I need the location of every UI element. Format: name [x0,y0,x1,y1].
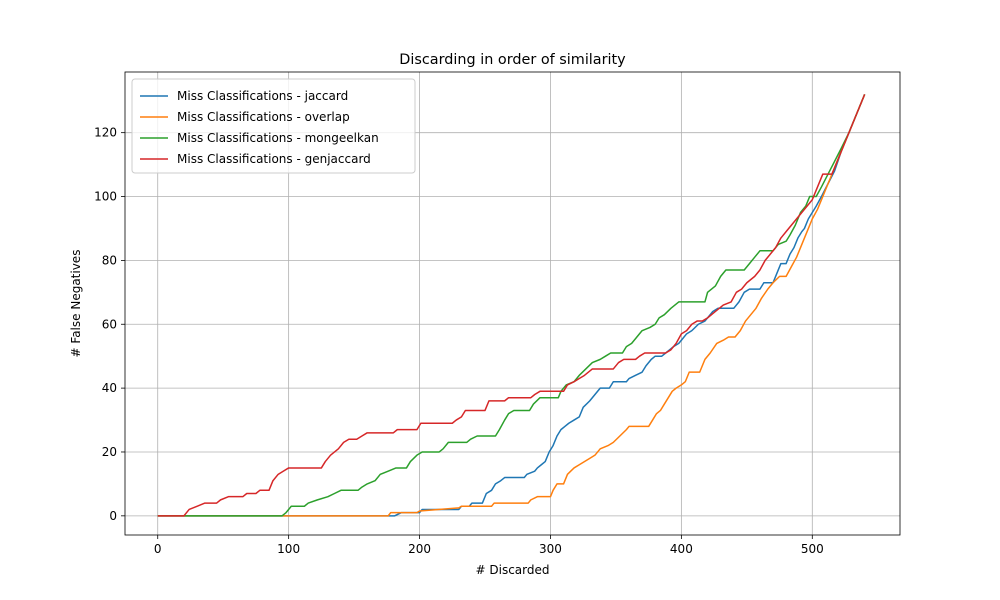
y-tick-label: 20 [102,445,117,459]
x-tick-label: 500 [801,542,824,556]
y-axis-label: # False Negatives [69,250,83,358]
grid [125,72,900,535]
y-tick-label: 80 [102,253,117,267]
series-line-1 [157,94,866,517]
legend-label: Miss Classifications - genjaccard [177,152,371,166]
x-tick-label: 300 [539,542,562,556]
legend-label: Miss Classifications - mongeelkan [177,131,379,145]
x-tick-label: 200 [408,542,431,556]
x-tick-label: 100 [277,542,300,556]
legend-label: Miss Classifications - jaccard [177,89,348,103]
plot-frame [124,71,901,536]
series-line-3 [157,94,866,517]
legend: Miss Classifications - jaccard Miss Class… [131,78,416,174]
y-tick-label: 40 [102,381,117,395]
y-tick-label: 120 [94,126,117,140]
ticks: 0 100 200 300 400 500 0 20 40 60 80 100 120 [94,126,824,556]
x-tick-label: 0 [154,542,162,556]
chart-title: Discarding in order of similarity [399,52,626,68]
x-tick-label: 400 [670,542,693,556]
y-tick-label: 60 [102,317,117,331]
series-line-2 [157,94,866,517]
legend-box [131,78,416,174]
series-line-4 [157,94,866,517]
series-layer [157,94,866,517]
y-tick-label: 0 [109,509,117,523]
legend-label: Miss Classifications - overlap [177,110,350,124]
x-axis-label: # Discarded [476,563,550,577]
y-tick-label: 100 [94,190,117,204]
